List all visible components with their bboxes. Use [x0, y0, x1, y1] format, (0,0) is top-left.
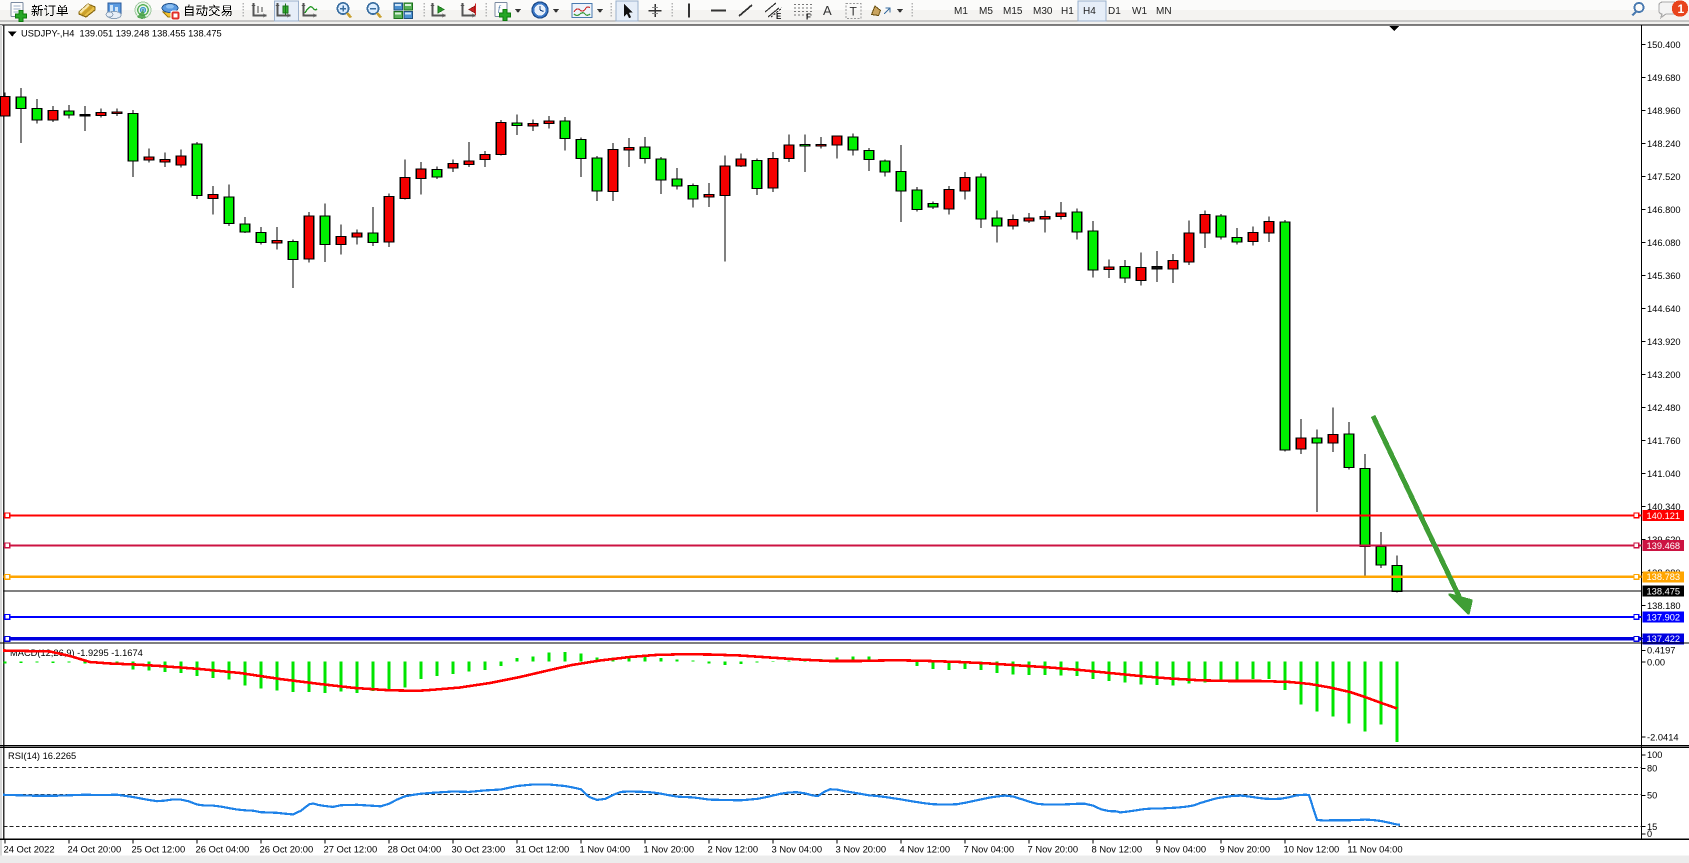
svg-text:143.200: 143.200 — [1647, 370, 1681, 380]
svg-text:141.040: 141.040 — [1647, 469, 1681, 479]
svg-text:T: T — [850, 5, 858, 19]
svg-text:138.783: 138.783 — [1647, 572, 1681, 582]
svg-text:15: 15 — [1647, 822, 1657, 832]
svg-text:H1: H1 — [1061, 6, 1074, 17]
svg-text:145.360: 145.360 — [1647, 271, 1681, 281]
svg-text:146.080: 146.080 — [1647, 238, 1681, 248]
svg-text:1: 1 — [1678, 2, 1685, 16]
svg-text:0.4197: 0.4197 — [1647, 646, 1675, 656]
svg-text:24 Oct 2022: 24 Oct 2022 — [4, 843, 55, 854]
svg-text:H4: H4 — [1083, 6, 1096, 17]
svg-text:140.121: 140.121 — [1647, 511, 1681, 521]
svg-text:E: E — [776, 12, 782, 21]
svg-text:3 Nov 20:00: 3 Nov 20:00 — [836, 843, 887, 854]
svg-text:143.920: 143.920 — [1647, 337, 1681, 347]
svg-text:0.00: 0.00 — [1647, 657, 1665, 667]
svg-text:138.180: 138.180 — [1647, 601, 1681, 611]
svg-text:100: 100 — [1647, 750, 1662, 760]
svg-text:M1: M1 — [954, 6, 968, 17]
svg-text:139.620: 139.620 — [1647, 535, 1681, 545]
svg-text:50: 50 — [1647, 791, 1657, 801]
svg-text:USDJPY-,H4 139.051 139.248 13: USDJPY-,H4 139.051 139.248 138.455 138.4… — [21, 29, 222, 39]
svg-text:1 Nov 04:00: 1 Nov 04:00 — [580, 843, 631, 854]
svg-text:25 Oct 12:00: 25 Oct 12:00 — [132, 843, 186, 854]
svg-text:142.480: 142.480 — [1647, 403, 1681, 413]
svg-text:1 Nov 20:00: 1 Nov 20:00 — [644, 843, 695, 854]
svg-text:150.400: 150.400 — [1647, 40, 1681, 50]
svg-text:3 Nov 04:00: 3 Nov 04:00 — [772, 843, 823, 854]
svg-text:M15: M15 — [1003, 6, 1023, 17]
svg-text:26 Oct 20:00: 26 Oct 20:00 — [260, 843, 314, 854]
svg-text:149.680: 149.680 — [1647, 73, 1681, 83]
svg-text:f: f — [498, 4, 502, 13]
svg-text:M5: M5 — [979, 6, 993, 17]
svg-text:7 Nov 04:00: 7 Nov 04:00 — [964, 843, 1015, 854]
svg-text:26 Oct 04:00: 26 Oct 04:00 — [196, 843, 250, 854]
svg-text:140.340: 140.340 — [1647, 502, 1681, 512]
svg-text:D1: D1 — [1108, 6, 1121, 17]
svg-text:2 Nov 12:00: 2 Nov 12:00 — [708, 843, 759, 854]
svg-text:141.760: 141.760 — [1647, 436, 1681, 446]
svg-text:30 Oct 23:00: 30 Oct 23:00 — [452, 843, 506, 854]
svg-text:M30: M30 — [1033, 6, 1053, 17]
svg-text:148.240: 148.240 — [1647, 139, 1681, 149]
svg-text:7 Nov 20:00: 7 Nov 20:00 — [1028, 843, 1079, 854]
svg-text:MN: MN — [1156, 6, 1172, 17]
svg-text:4 Nov 12:00: 4 Nov 12:00 — [900, 843, 951, 854]
svg-text:27 Oct 12:00: 27 Oct 12:00 — [324, 843, 378, 854]
svg-text:24 Oct 20:00: 24 Oct 20:00 — [68, 843, 122, 854]
svg-text:9 Nov 04:00: 9 Nov 04:00 — [1156, 843, 1207, 854]
svg-text:-2.0414: -2.0414 — [1647, 732, 1679, 742]
svg-text:8 Nov 12:00: 8 Nov 12:00 — [1092, 843, 1143, 854]
svg-text:80: 80 — [1647, 764, 1657, 774]
svg-text:139.468: 139.468 — [1647, 541, 1681, 551]
svg-text:28 Oct 04:00: 28 Oct 04:00 — [388, 843, 442, 854]
svg-text:146.800: 146.800 — [1647, 205, 1681, 215]
svg-text:11 Nov 04:00: 11 Nov 04:00 — [1348, 843, 1403, 854]
svg-text:138.475: 138.475 — [1647, 586, 1681, 596]
svg-text:W1: W1 — [1132, 6, 1147, 17]
svg-text:F: F — [806, 13, 811, 22]
svg-text:148.960: 148.960 — [1647, 106, 1681, 116]
svg-text:9 Nov 20:00: 9 Nov 20:00 — [1220, 843, 1271, 854]
svg-text:A: A — [823, 3, 832, 18]
svg-text:137.902: 137.902 — [1647, 612, 1681, 622]
svg-text:137.422: 137.422 — [1647, 634, 1681, 644]
svg-text:147.520: 147.520 — [1647, 172, 1681, 182]
svg-text:0: 0 — [1647, 829, 1652, 839]
svg-text:RSI(14) 16.2265: RSI(14) 16.2265 — [8, 751, 76, 761]
svg-text:31 Oct 12:00: 31 Oct 12:00 — [516, 843, 570, 854]
svg-text:144.640: 144.640 — [1647, 304, 1681, 314]
svg-text:10 Nov 12:00: 10 Nov 12:00 — [1284, 843, 1340, 854]
svg-text:MACD(12,26,9) -1.9295 -1.1674: MACD(12,26,9) -1.9295 -1.1674 — [10, 648, 143, 658]
